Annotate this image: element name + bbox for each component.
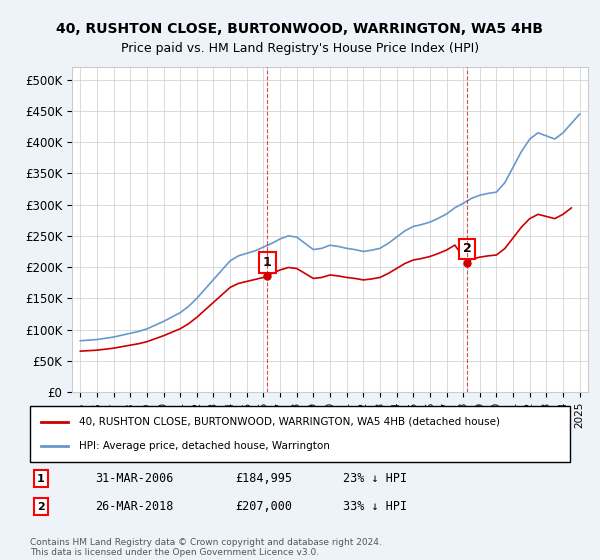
Text: 40, RUSHTON CLOSE, BURTONWOOD, WARRINGTON, WA5 4HB: 40, RUSHTON CLOSE, BURTONWOOD, WARRINGTO…	[56, 22, 544, 36]
Text: £184,995: £184,995	[235, 472, 292, 486]
Text: 26-MAR-2018: 26-MAR-2018	[95, 500, 173, 514]
Text: HPI: Average price, detached house, Warrington: HPI: Average price, detached house, Warr…	[79, 441, 329, 451]
Text: 1: 1	[263, 256, 272, 269]
Text: 2: 2	[37, 502, 44, 512]
Text: 23% ↓ HPI: 23% ↓ HPI	[343, 472, 407, 486]
Text: 40, RUSHTON CLOSE, BURTONWOOD, WARRINGTON, WA5 4HB (detached house): 40, RUSHTON CLOSE, BURTONWOOD, WARRINGTO…	[79, 417, 500, 427]
Text: Price paid vs. HM Land Registry's House Price Index (HPI): Price paid vs. HM Land Registry's House …	[121, 42, 479, 55]
Text: Contains HM Land Registry data © Crown copyright and database right 2024.
This d: Contains HM Land Registry data © Crown c…	[30, 538, 382, 557]
FancyBboxPatch shape	[30, 406, 570, 462]
Text: 33% ↓ HPI: 33% ↓ HPI	[343, 500, 407, 514]
Text: 31-MAR-2006: 31-MAR-2006	[95, 472, 173, 486]
Text: 1: 1	[37, 474, 44, 484]
Text: 2: 2	[463, 242, 472, 255]
Text: £207,000: £207,000	[235, 500, 292, 514]
